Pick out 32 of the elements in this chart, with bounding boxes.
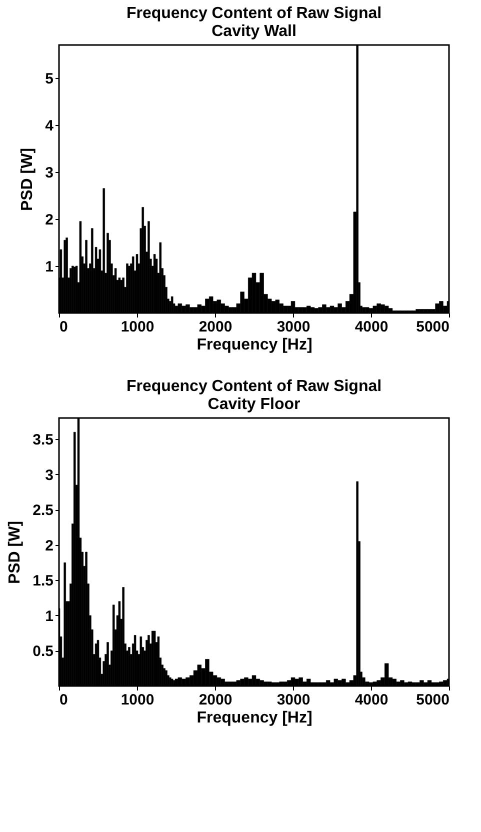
- y-tick-label: 1: [45, 258, 54, 276]
- y-tick-label: 2: [45, 537, 54, 554]
- y-axis-title: PSD [W]: [19, 148, 36, 212]
- x-tick-label: 1000: [120, 692, 154, 708]
- x-tick-label: 5000: [416, 692, 450, 708]
- chart-title: Frequency Content of Raw Signal: [126, 5, 382, 22]
- chart-title: Frequency Content of Raw Signal: [126, 378, 382, 395]
- chart-subtitle: Cavity Wall: [212, 23, 296, 40]
- y-tick-label: 1.5: [32, 572, 54, 590]
- y-tick-label: 0.5: [32, 643, 54, 660]
- x-tick-label: 1000: [120, 318, 154, 336]
- x-tick-label: 3000: [276, 318, 310, 336]
- y-tick-label: 3.5: [32, 432, 54, 449]
- x-tick-label: 2000: [198, 692, 232, 708]
- x-tick-label: 0: [60, 692, 68, 708]
- x-axis-title: Frequency [Hz]: [196, 710, 312, 726]
- y-tick-label: 4: [45, 117, 54, 134]
- x-tick-label: 4000: [354, 318, 388, 336]
- y-tick-label: 3: [45, 164, 54, 182]
- x-axis-title: Frequency [Hz]: [196, 336, 312, 354]
- x-tick-label: 3000: [276, 692, 310, 708]
- x-tick-label: 0: [60, 318, 68, 336]
- x-tick-label: 2000: [198, 318, 232, 336]
- y-tick-label: 2.5: [32, 502, 54, 520]
- x-tick-label: 5000: [416, 318, 450, 336]
- y-axis-title: PSD [W]: [6, 520, 24, 584]
- chart-subtitle: Cavity Floor: [208, 396, 300, 413]
- y-tick-label: 2: [45, 211, 54, 228]
- y-tick-label: 5: [45, 70, 54, 88]
- y-tick-label: 3: [45, 466, 54, 484]
- y-tick-label: 1: [45, 608, 54, 625]
- x-tick-label: 4000: [354, 692, 388, 708]
